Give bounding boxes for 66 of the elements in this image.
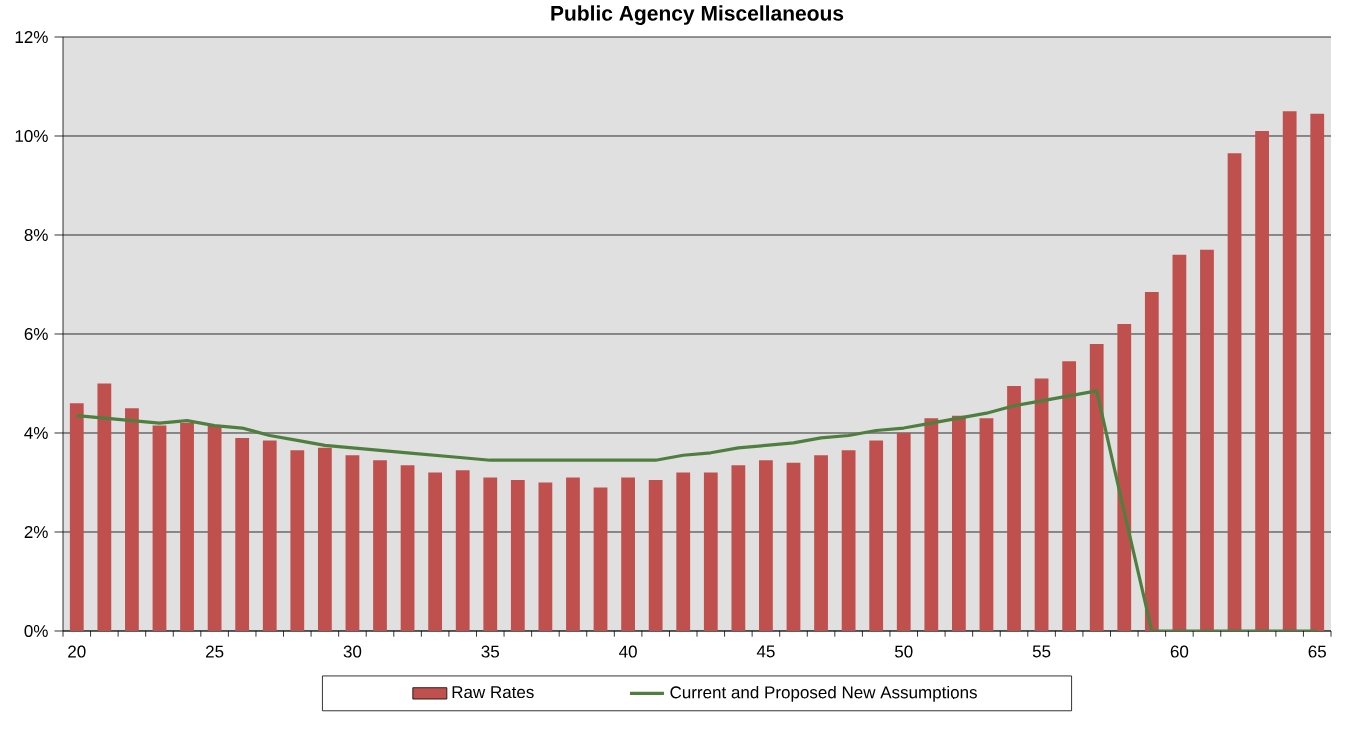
- bar: [290, 450, 305, 631]
- bar: [979, 418, 994, 631]
- bar: [1144, 291, 1159, 631]
- bar: [566, 477, 580, 631]
- y-tick-label: 2%: [24, 526, 48, 538]
- bar: [152, 425, 167, 631]
- bar: [1089, 343, 1104, 631]
- y-tick-label: 12%: [15, 31, 48, 43]
- bar: [1062, 361, 1077, 631]
- bar: [814, 455, 828, 631]
- bar: [180, 423, 194, 631]
- x-tick-label: 30: [343, 645, 362, 658]
- bar: [1227, 153, 1242, 631]
- x-tick-label: 45: [756, 645, 775, 658]
- legend-label: Current and Proposed New Assumptions: [670, 685, 977, 702]
- bar: [125, 408, 139, 631]
- bar: [951, 415, 966, 631]
- bar: [703, 472, 718, 631]
- bar: [538, 482, 553, 631]
- bar: [1200, 249, 1214, 631]
- bar: [869, 440, 884, 631]
- y-tick-label: 0%: [24, 624, 48, 638]
- x-tick-label: 60: [1170, 645, 1189, 658]
- bar: [676, 472, 691, 631]
- bar: [924, 418, 939, 631]
- x-tick-label: 20: [68, 645, 86, 658]
- bar: [455, 470, 470, 631]
- y-tick-label: 10%: [15, 129, 48, 142]
- x-tick-label: 35: [481, 645, 500, 658]
- y-tick-label: 8%: [24, 228, 48, 241]
- bar: [97, 383, 112, 631]
- bar: [345, 455, 360, 631]
- bar: [759, 460, 773, 631]
- legend-label: Raw Rates: [452, 686, 534, 699]
- bar: [1310, 113, 1325, 631]
- bar: [648, 480, 663, 631]
- chart-title: Public Agency Miscellaneous: [551, 5, 844, 25]
- bar: [69, 403, 84, 631]
- bar: [896, 433, 911, 631]
- bar: [1255, 131, 1269, 631]
- bar: [1034, 378, 1049, 631]
- bar: [510, 480, 525, 631]
- y-tick-label: 6%: [24, 327, 48, 340]
- bar: [317, 447, 332, 631]
- bar: [731, 465, 746, 631]
- x-tick-label: 25: [206, 645, 224, 658]
- x-tick-label: 50: [894, 645, 913, 658]
- bar: [1282, 111, 1297, 631]
- x-tick-label: 40: [619, 645, 637, 658]
- bar: [483, 477, 498, 631]
- bar: [428, 472, 443, 631]
- x-tick-label: 55: [1032, 645, 1051, 658]
- bar: [841, 450, 856, 631]
- bar: [262, 440, 277, 631]
- bar: [593, 487, 608, 631]
- bar: [373, 460, 387, 631]
- y-tick-label: 4%: [24, 427, 48, 439]
- bar: [1117, 324, 1132, 631]
- x-tick-label: 65: [1308, 645, 1326, 658]
- bar: [207, 425, 222, 631]
- bar: [1172, 254, 1187, 631]
- bar: [786, 462, 801, 631]
- bar: [400, 465, 415, 631]
- bar: [621, 477, 635, 631]
- bar: [235, 437, 250, 631]
- bar: [1007, 385, 1021, 631]
